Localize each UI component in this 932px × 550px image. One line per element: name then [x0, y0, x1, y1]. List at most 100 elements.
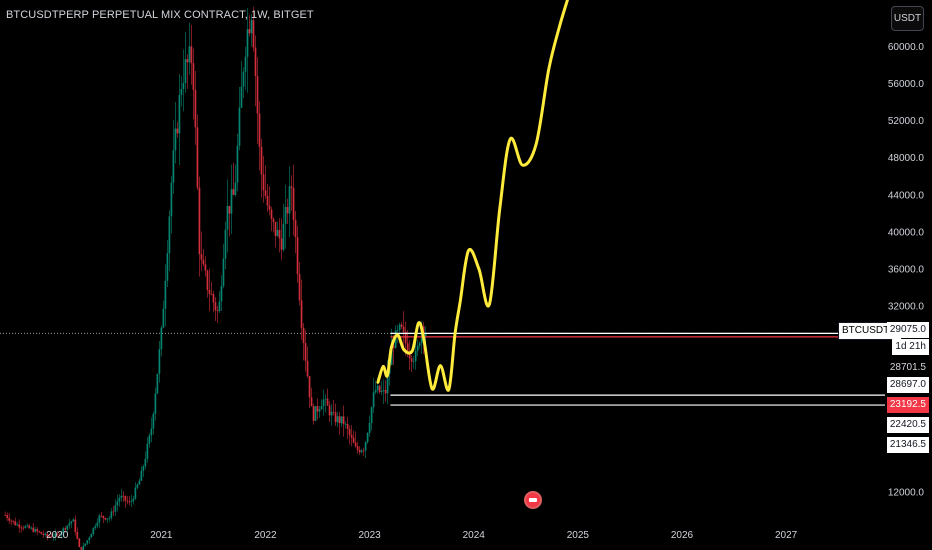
candle-body-19 — [42, 533, 45, 535]
candle-body-36 — [76, 531, 79, 539]
candle-body-9 — [22, 527, 25, 529]
candle-body-151 — [306, 360, 309, 377]
candle-body-39 — [82, 545, 85, 550]
candle-body-183 — [370, 407, 373, 423]
candle-body-121 — [246, 29, 249, 57]
candle-body-79 — [162, 308, 165, 328]
candle-body-181 — [366, 432, 369, 443]
candle-body-51 — [106, 518, 109, 520]
candle-body-188 — [380, 391, 383, 393]
candle-body-72 — [148, 435, 151, 444]
candle-body-120 — [244, 56, 247, 72]
candle-body-46 — [96, 522, 99, 527]
candle-body-172 — [348, 429, 351, 435]
candle-body-3 — [10, 520, 13, 522]
candle-body-152 — [308, 376, 311, 398]
candle-body-117 — [238, 107, 241, 146]
candle-body-189 — [382, 390, 385, 392]
x-tick-label-0: 2020 — [46, 530, 69, 541]
candle-body-90 — [184, 59, 187, 83]
candle-body-203 — [410, 358, 413, 362]
candle-body-111 — [226, 206, 229, 230]
candle-body-88 — [180, 89, 183, 95]
candle-body-147 — [298, 274, 301, 301]
candle-body-17 — [38, 531, 41, 533]
candle-body-113 — [230, 189, 233, 214]
candle-body-200 — [404, 331, 407, 344]
candle-body-29 — [62, 528, 65, 533]
candle-body-205 — [414, 350, 417, 362]
candle-body-123 — [250, 20, 253, 34]
candle-body-154 — [312, 406, 315, 421]
candle-body-65 — [134, 487, 137, 499]
candle-body-199 — [402, 326, 405, 332]
candle-body-150 — [304, 343, 307, 361]
candle-body-168 — [340, 416, 343, 424]
candle-body-194 — [392, 346, 395, 348]
y-tick-label-3: 40000.0 — [888, 227, 925, 238]
candle-body-8 — [20, 527, 23, 529]
candle-body-180 — [364, 442, 367, 451]
candle-body-174 — [352, 437, 355, 443]
candle-body-191 — [386, 374, 389, 394]
candle-body-30 — [64, 528, 67, 530]
candle-body-129 — [262, 174, 265, 191]
candle-body-38 — [80, 547, 83, 550]
y-tick-label-4: 44000.0 — [888, 190, 925, 201]
candle-body-160 — [324, 398, 327, 400]
chart-title: BTCUSDTPERP PERPETUAL MIX CONTRACT, 1W, … — [6, 9, 314, 21]
candle-body-148 — [300, 300, 303, 328]
candle-body-48 — [100, 515, 103, 517]
candle-body-0 — [4, 515, 7, 516]
y-tick-label-6: 52000.0 — [888, 116, 925, 127]
candle-body-18 — [40, 532, 43, 534]
candle-body-146 — [296, 237, 299, 275]
candle-body-184 — [372, 392, 375, 408]
candle-body-159 — [322, 399, 325, 407]
calendar-flag-icon[interactable] — [524, 491, 542, 509]
candle-body-115 — [234, 182, 237, 195]
candle-body-182 — [368, 422, 371, 433]
candle-body-145 — [294, 220, 297, 238]
candle-body-52 — [108, 518, 111, 519]
candle-body-207 — [418, 343, 421, 346]
candle-body-95 — [194, 89, 197, 128]
candle-body-11 — [26, 525, 29, 527]
candle-body-61 — [126, 500, 129, 502]
candle-body-6 — [16, 524, 19, 526]
price-label-3: 28697.0 — [886, 377, 929, 393]
x-tick-label-6: 2026 — [671, 530, 694, 541]
candle-body-59 — [122, 495, 125, 497]
candle-body-135 — [274, 221, 277, 237]
candle-body-196 — [396, 330, 399, 331]
candle-body-139 — [282, 223, 285, 250]
candle-body-14 — [32, 527, 35, 532]
x-tick-label-3: 2023 — [358, 530, 381, 541]
candle-body-5 — [14, 521, 17, 526]
candle-body-13 — [30, 527, 33, 529]
candle-body-41 — [86, 540, 89, 544]
candle-body-63 — [130, 501, 133, 503]
candle-body-45 — [94, 526, 97, 528]
candle-body-92 — [188, 46, 191, 63]
candle-body-81 — [166, 253, 169, 281]
candle-body-161 — [326, 398, 329, 406]
candle-body-71 — [146, 443, 149, 459]
candle-body-132 — [268, 205, 271, 210]
candle-body-75 — [154, 393, 157, 414]
y-tick-label-5: 48000.0 — [888, 153, 925, 164]
candle-body-119 — [242, 71, 245, 87]
candle-body-134 — [272, 218, 275, 222]
candle-body-78 — [160, 327, 163, 350]
candle-body-110 — [224, 229, 227, 259]
candle-body-114 — [232, 189, 235, 195]
candle-body-165 — [334, 412, 337, 423]
candle-body-101 — [206, 270, 209, 290]
candle-body-85 — [174, 128, 177, 151]
currency-button[interactable]: USDT — [891, 6, 924, 31]
candle-body-53 — [110, 511, 113, 519]
candle-body-122 — [248, 29, 251, 34]
candle-body-169 — [342, 416, 345, 425]
candle-body-130 — [264, 190, 267, 196]
